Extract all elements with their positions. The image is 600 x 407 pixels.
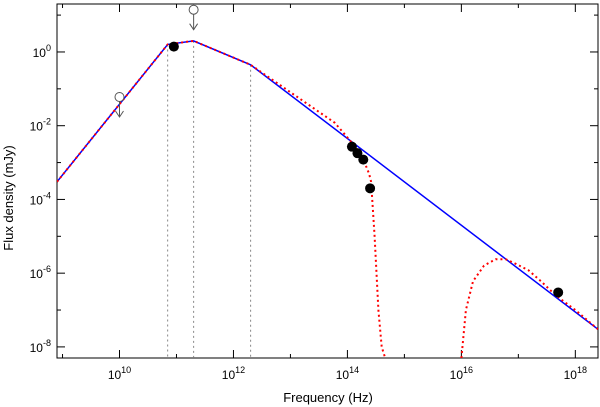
y-tick-label: 10-6 xyxy=(30,264,51,281)
upper-limit-arrowhead xyxy=(115,110,124,118)
series-line xyxy=(460,258,598,358)
x-tick-label: 1016 xyxy=(450,365,473,382)
x-tick-label: 1012 xyxy=(222,365,245,382)
data-point xyxy=(553,287,564,298)
data-point xyxy=(365,183,376,194)
y-tick-label: 100 xyxy=(33,43,51,60)
plot-area: 1010 1012 1014 1016 1018 10-8 10-6 10-4 10-2 100 xyxy=(30,3,599,382)
x-tick-label: 1018 xyxy=(564,365,587,382)
data-point xyxy=(168,41,179,52)
data-point xyxy=(352,148,363,159)
series-line xyxy=(57,40,598,330)
x-tick-label: 1010 xyxy=(108,365,131,382)
series-line xyxy=(57,39,387,358)
y-axis-label: Flux density (mJy) xyxy=(1,145,16,250)
x-axis-label: Frequency (Hz) xyxy=(283,390,373,405)
upper-limit-marker xyxy=(188,4,199,15)
data-point xyxy=(346,141,357,152)
upper-limit-marker xyxy=(114,92,125,103)
x-tick-label: 1014 xyxy=(336,365,359,382)
plot-frame xyxy=(56,3,599,359)
upper-limit-arrowhead xyxy=(189,23,199,31)
data-point xyxy=(358,154,369,165)
y-tick-label: 10-4 xyxy=(30,190,51,207)
y-tick-label: 10-8 xyxy=(30,338,51,355)
y-tick-label: 10-2 xyxy=(30,117,51,134)
